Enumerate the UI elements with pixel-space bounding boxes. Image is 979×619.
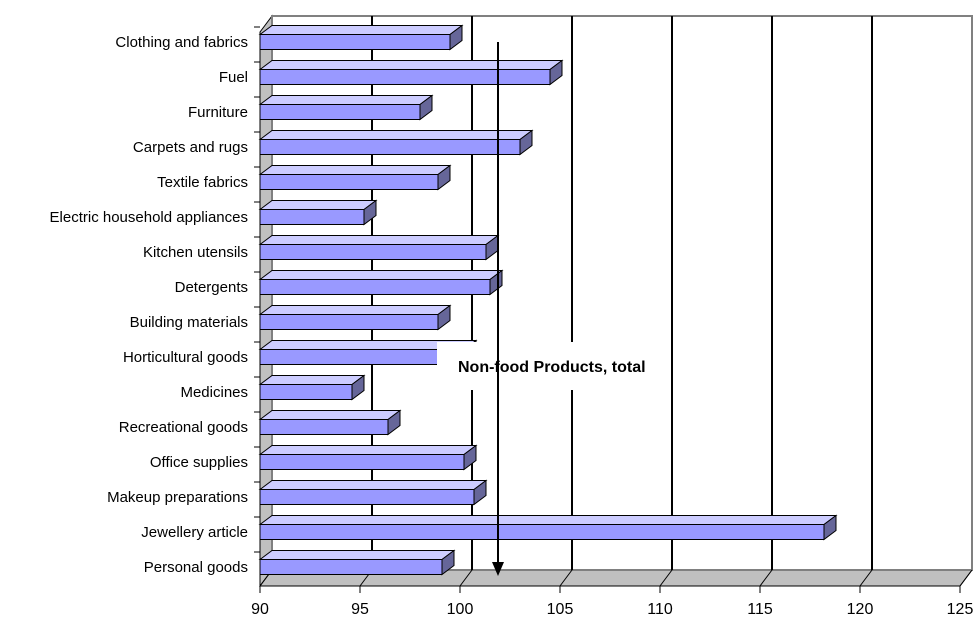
x-axis: 90 95 100 105 110 115 120 125 — [251, 585, 974, 618]
bar-top-face — [258, 375, 366, 385]
category-label: Building materials — [130, 314, 248, 331]
category-label: Jewellery article — [141, 524, 248, 541]
bar-top-face — [258, 200, 378, 210]
bar-top-face — [258, 515, 838, 525]
bar-front-face — [259, 279, 491, 295]
bar-front-face — [259, 559, 443, 575]
category-label: Textile fabrics — [157, 174, 248, 191]
bar-top-face — [258, 305, 452, 315]
bar — [258, 199, 378, 226]
bar — [258, 59, 564, 86]
annotation-text: Non-food Products, total — [458, 359, 646, 376]
bar-front-face — [259, 349, 465, 365]
category-label: Carpets and rugs — [133, 139, 248, 156]
bar-top-face — [258, 480, 488, 490]
bar — [258, 269, 504, 296]
bar — [258, 479, 488, 506]
floor-tick-line — [559, 569, 573, 587]
bar — [258, 514, 838, 541]
annotation-box — [437, 342, 603, 390]
bar — [258, 304, 452, 331]
bar-front-face — [259, 314, 439, 330]
bar-front-face — [259, 104, 421, 120]
x-tick-label: 90 — [251, 601, 269, 618]
category-label: Recreational goods — [119, 419, 248, 436]
category-label: Personal goods — [144, 559, 248, 576]
bar-front-face — [259, 454, 465, 470]
category-label: Kitchen utensils — [143, 244, 248, 261]
bar-top-face — [258, 410, 402, 420]
category-label: Medicines — [180, 384, 248, 401]
category-label: Furniture — [188, 104, 248, 121]
x-tick-label: 100 — [447, 601, 474, 618]
bar — [258, 549, 456, 576]
floor-tick-line — [959, 569, 973, 587]
bar — [258, 409, 402, 436]
bar-front-face — [259, 244, 487, 260]
bar — [258, 444, 478, 471]
category-label: Fuel — [219, 69, 248, 86]
x-tick-label: 125 — [947, 601, 974, 618]
bar — [258, 164, 452, 191]
bar-top-face — [258, 60, 564, 70]
bar-front-face — [259, 34, 451, 50]
floor-tick-line — [859, 569, 873, 587]
bar-top-face — [258, 165, 452, 175]
bar-top-face — [258, 95, 434, 105]
bar — [258, 129, 534, 156]
category-label: Makeup preparations — [107, 489, 248, 506]
bar-front-face — [259, 384, 353, 400]
bar-top-face — [258, 550, 456, 560]
bar-front-face — [259, 69, 551, 85]
bar — [258, 234, 500, 261]
x-tick-label: 115 — [747, 601, 773, 618]
bar-top-face — [258, 445, 478, 455]
bar-front-face — [259, 139, 521, 155]
annotation-arrow-head — [492, 562, 504, 576]
bar-top-face — [258, 270, 504, 280]
bar — [258, 339, 478, 366]
category-label: Office supplies — [150, 454, 248, 471]
bar — [258, 94, 434, 121]
floor-tick-line — [459, 569, 473, 587]
x-tick-label: 95 — [351, 601, 369, 618]
bar-front-face — [259, 209, 365, 225]
bar-top-face — [258, 25, 464, 35]
category-label: Detergents — [175, 279, 248, 296]
floor-tick-line — [759, 569, 773, 587]
bar-top-face — [258, 235, 500, 245]
floor-tick-line — [659, 569, 673, 587]
bar-front-face — [259, 524, 825, 540]
category-label: Electric household appliances — [50, 209, 248, 226]
annotation: Non-food Products, total — [437, 42, 646, 576]
bar-front-face — [259, 489, 475, 505]
bar — [258, 374, 366, 401]
category-labels: Clothing and fabrics Fuel Furniture Carpets… — [50, 26, 260, 576]
bar-top-face — [258, 130, 534, 140]
bar-front-face — [259, 174, 439, 190]
bar — [258, 24, 464, 51]
bar-front-face — [259, 419, 389, 435]
x-tick-label: 110 — [647, 601, 673, 618]
category-label: Clothing and fabrics — [115, 34, 248, 51]
x-tick-label: 105 — [547, 601, 574, 618]
bars — [258, 24, 838, 576]
category-label: Horticultural goods — [123, 349, 248, 366]
x-tick-label: 120 — [847, 601, 874, 618]
